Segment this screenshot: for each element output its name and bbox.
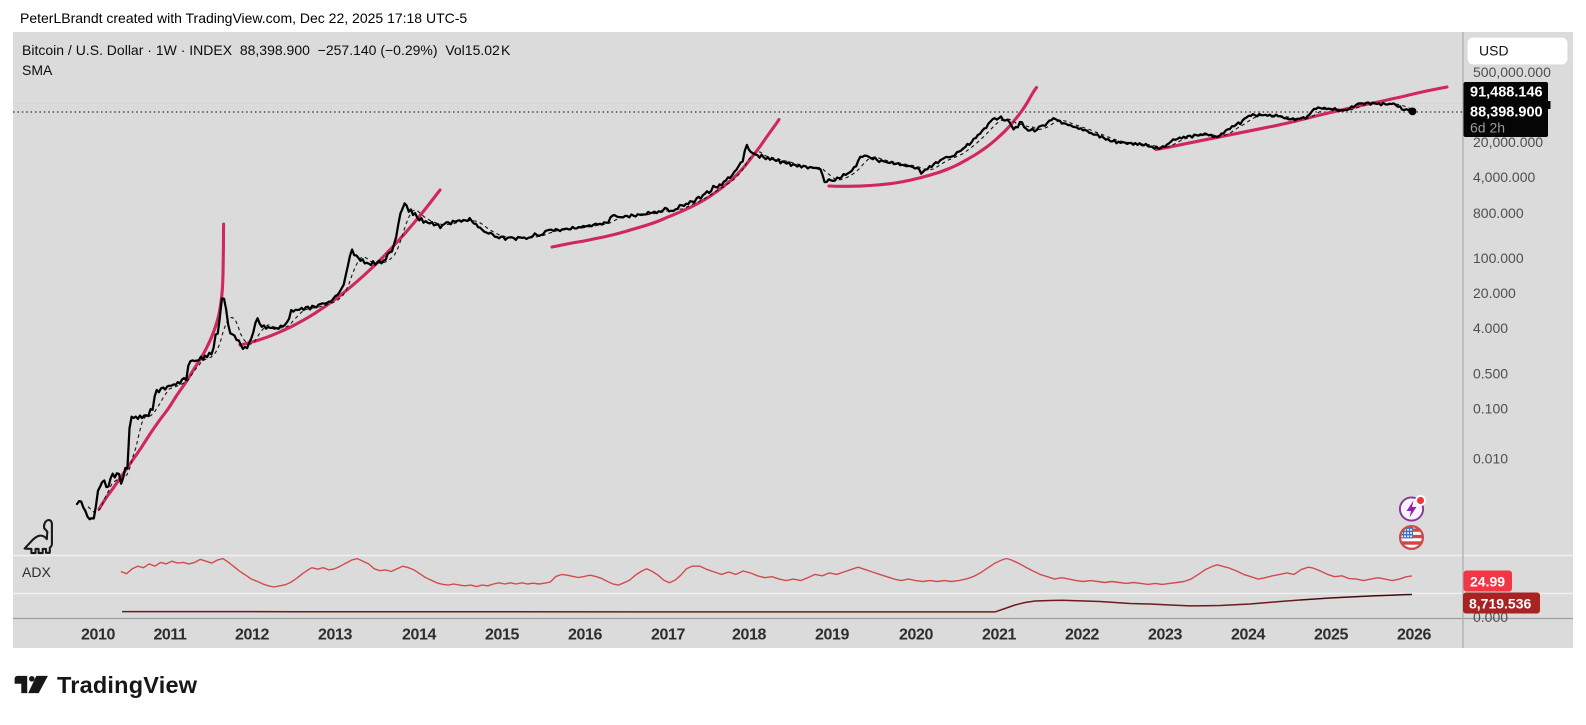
svg-text:6d 2h: 6d 2h bbox=[1470, 120, 1505, 136]
svg-text:20.000: 20.000 bbox=[1473, 285, 1516, 301]
svg-text:2017: 2017 bbox=[651, 627, 685, 644]
svg-text:0.010: 0.010 bbox=[1473, 451, 1508, 467]
svg-text:2013: 2013 bbox=[318, 627, 352, 644]
svg-text:2012: 2012 bbox=[235, 627, 269, 644]
svg-text:2024: 2024 bbox=[1231, 627, 1265, 644]
svg-text:TradingView: TradingView bbox=[57, 672, 198, 698]
svg-text:100.000: 100.000 bbox=[1473, 250, 1524, 266]
svg-text:PeterLBrandt created with Trad: PeterLBrandt created with TradingView.co… bbox=[20, 10, 467, 26]
svg-text:2016: 2016 bbox=[568, 627, 602, 644]
svg-text:91,488.146: 91,488.146 bbox=[1470, 85, 1543, 101]
svg-text:500,000.000: 500,000.000 bbox=[1473, 64, 1551, 80]
svg-text:2014: 2014 bbox=[402, 627, 436, 644]
svg-text:4,000.000: 4,000.000 bbox=[1473, 169, 1535, 185]
svg-text:2018: 2018 bbox=[732, 627, 766, 644]
svg-text:2021: 2021 bbox=[982, 627, 1016, 644]
svg-text:4.000: 4.000 bbox=[1473, 320, 1508, 336]
svg-text:2025: 2025 bbox=[1314, 627, 1348, 644]
svg-text:ADX: ADX bbox=[22, 564, 51, 580]
svg-text:2026: 2026 bbox=[1397, 627, 1431, 644]
svg-text:Bitcoin / U.S. Dollar · 1W · I: Bitcoin / U.S. Dollar · 1W · INDEX 88,39… bbox=[22, 42, 511, 58]
svg-text:24.99: 24.99 bbox=[1470, 574, 1505, 590]
svg-text:2023: 2023 bbox=[1148, 627, 1182, 644]
svg-text:8,719.536: 8,719.536 bbox=[1469, 596, 1531, 612]
svg-text:2011: 2011 bbox=[153, 627, 187, 644]
svg-text:2019: 2019 bbox=[815, 627, 849, 644]
svg-text:SMA: SMA bbox=[22, 62, 53, 78]
svg-text:2020: 2020 bbox=[899, 627, 933, 644]
svg-text:2015: 2015 bbox=[485, 627, 519, 644]
svg-text:20,000.000: 20,000.000 bbox=[1473, 134, 1543, 150]
svg-text:2010: 2010 bbox=[81, 627, 115, 644]
svg-text:USD: USD bbox=[1479, 43, 1509, 59]
svg-text:2022: 2022 bbox=[1065, 627, 1099, 644]
svg-text:0.500: 0.500 bbox=[1473, 366, 1508, 382]
svg-text:88,398.900: 88,398.900 bbox=[1470, 105, 1543, 121]
svg-text:800.000: 800.000 bbox=[1473, 205, 1524, 221]
svg-text:0.100: 0.100 bbox=[1473, 401, 1508, 417]
